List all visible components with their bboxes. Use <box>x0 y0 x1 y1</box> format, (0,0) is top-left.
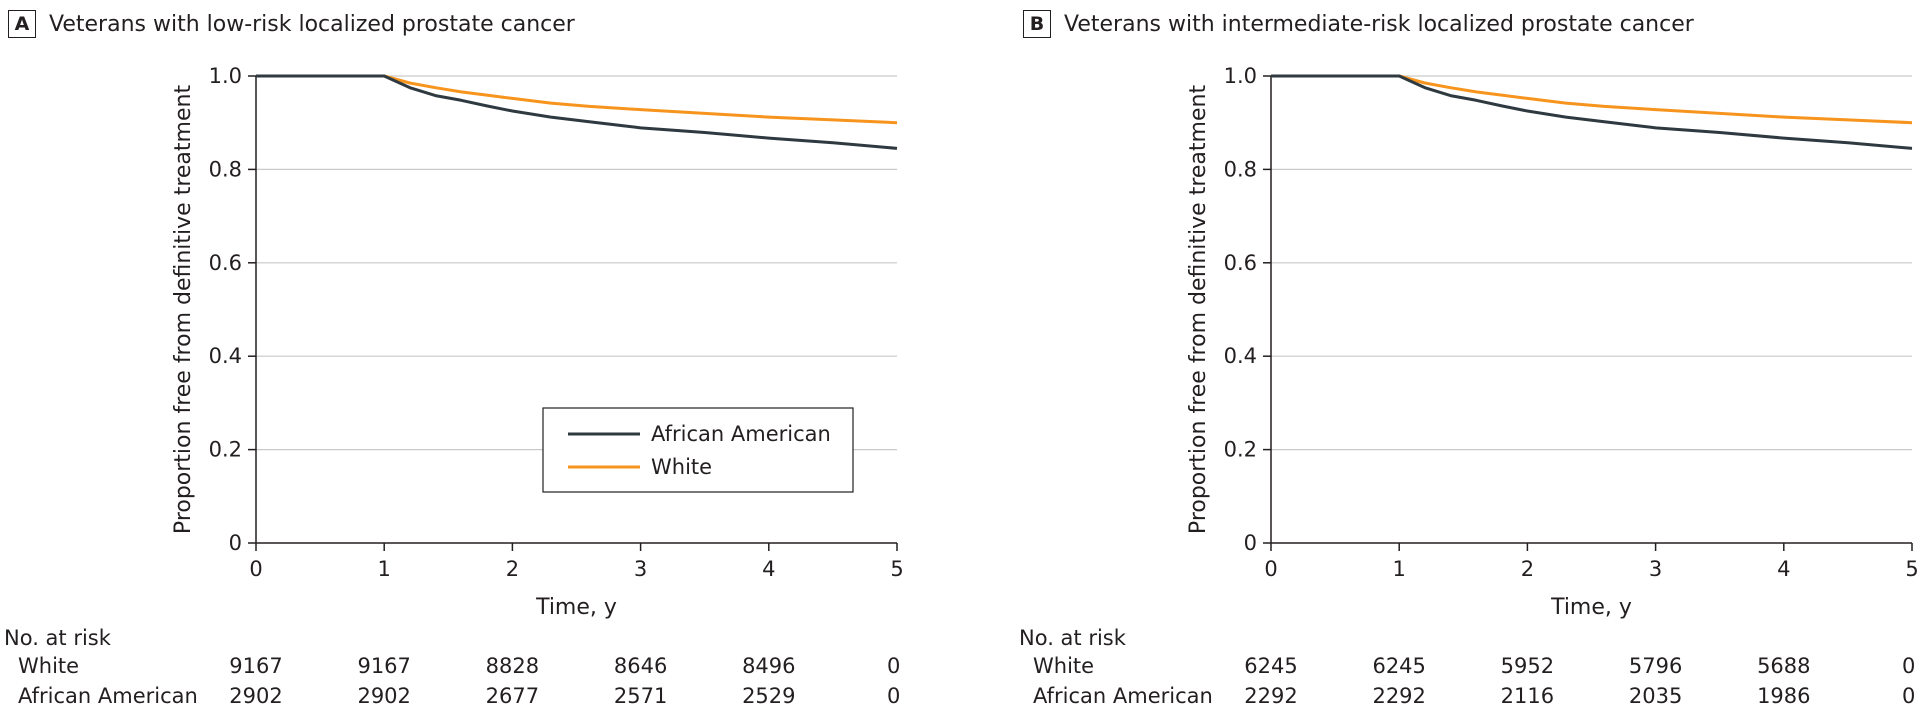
series-line-african-american <box>1271 74 1913 150</box>
x-tick-label: 0 <box>1264 557 1277 581</box>
series-line-african-american <box>256 74 898 150</box>
y-tick-label: 0 <box>229 531 242 555</box>
x-tick-label: 1 <box>1393 557 1406 581</box>
legend-label: African American <box>651 422 831 446</box>
risk-value: 2529 <box>742 684 796 708</box>
y-axis-title: Proportion free from definitive treatmen… <box>1186 85 1211 535</box>
risk-value: 2116 <box>1500 684 1555 708</box>
panel-letter: B <box>1023 10 1051 38</box>
x-tick-label: 4 <box>762 557 775 581</box>
risk-value: 5952 <box>1500 654 1555 678</box>
risk-value: 2902 <box>357 684 411 708</box>
x-tick-label: 2 <box>1521 557 1534 581</box>
x-tick-label: 5 <box>890 557 903 581</box>
x-axis-title: Time, y <box>1550 595 1632 620</box>
x-tick-label: 3 <box>634 557 647 581</box>
y-axis-title: Proportion free from definitive treatmen… <box>171 85 196 535</box>
y-tick-label: 1.0 <box>1224 64 1257 88</box>
risk-table: No. at risk White 6245 6245 5952 5796 5688 0 Afr… <box>1015 626 1923 718</box>
risk-table-heading: No. at risk <box>4 626 111 650</box>
series-line-white <box>1271 74 1913 125</box>
risk-value: 1986 <box>1757 684 1811 708</box>
x-axis-title: Time, y <box>535 595 617 620</box>
legend-label: White <box>651 455 712 479</box>
risk-row-label: White <box>1033 654 1095 678</box>
risk-value: 2035 <box>1628 684 1683 708</box>
risk-value: 0 <box>886 684 901 708</box>
series-line-white <box>256 74 898 125</box>
risk-row-label: White <box>18 654 80 678</box>
risk-value: 2677 <box>485 684 540 708</box>
risk-row-label: African American <box>18 684 198 708</box>
y-tick-label: 0.2 <box>209 438 242 462</box>
risk-value: 8646 <box>613 654 668 678</box>
risk-table-heading: No. at risk <box>1019 626 1126 650</box>
km-plot: 0 0.2 0.4 0.6 0.8 1.0 0 1 2 3 4 5 Time, y Proportion … <box>1186 64 1919 620</box>
x-tick-label: 1 <box>378 557 391 581</box>
panel-header: B Veterans with intermediate-risk locali… <box>1023 8 1694 40</box>
y-tick-label: 0.8 <box>1224 157 1257 181</box>
legend-box <box>542 407 854 493</box>
panel-b: B Veterans with intermediate-risk locali… <box>1015 0 1923 718</box>
risk-value: 6245 <box>1372 654 1426 678</box>
y-tick-label: 0.6 <box>1224 251 1257 275</box>
risk-value: 9167 <box>357 654 411 678</box>
risk-value: 9167 <box>229 654 283 678</box>
risk-value: 8828 <box>485 654 540 678</box>
y-tick-label: 0 <box>1244 531 1257 555</box>
panel-header: A Veterans with low-risk localized prost… <box>8 8 575 40</box>
km-plot: 0 0.2 0.4 0.6 0.8 1.0 0 1 2 3 4 5 Time, y Proportion … <box>171 64 904 620</box>
risk-value: 0 <box>886 654 901 678</box>
x-tick-label: 2 <box>506 557 519 581</box>
x-tick-label: 4 <box>1777 557 1790 581</box>
risk-value: 8496 <box>742 654 796 678</box>
risk-value: 0 <box>1901 684 1916 708</box>
panel-letter: A <box>8 10 36 38</box>
x-tick-label: 5 <box>1905 557 1918 581</box>
risk-value: 2292 <box>1244 684 1298 708</box>
risk-value: 2292 <box>1372 684 1426 708</box>
y-tick-label: 1.0 <box>209 64 242 88</box>
risk-value: 2571 <box>613 684 668 708</box>
risk-value: 0 <box>1901 654 1916 678</box>
panel-title: Veterans with intermediate-risk localize… <box>1064 11 1694 37</box>
risk-table: No. at risk White 9167 9167 8828 8646 8496 0 Afr… <box>0 626 960 718</box>
risk-value: 5688 <box>1757 654 1811 678</box>
y-tick-label: 0.4 <box>1224 344 1257 368</box>
y-tick-label: 0.8 <box>209 157 242 181</box>
y-tick-label: 0.6 <box>209 251 242 275</box>
x-tick-label: 0 <box>249 557 262 581</box>
risk-value: 6245 <box>1244 654 1298 678</box>
risk-value: 5796 <box>1628 654 1683 678</box>
y-tick-label: 0.4 <box>209 344 242 368</box>
risk-value: 2902 <box>229 684 283 708</box>
x-tick-label: 3 <box>1649 557 1662 581</box>
y-tick-label: 0.2 <box>1224 438 1257 462</box>
panel-a: A Veterans with low-risk localized prost… <box>0 0 960 718</box>
panel-title: Veterans with low-risk localized prostat… <box>49 11 575 37</box>
risk-row-label: African American <box>1033 684 1213 708</box>
